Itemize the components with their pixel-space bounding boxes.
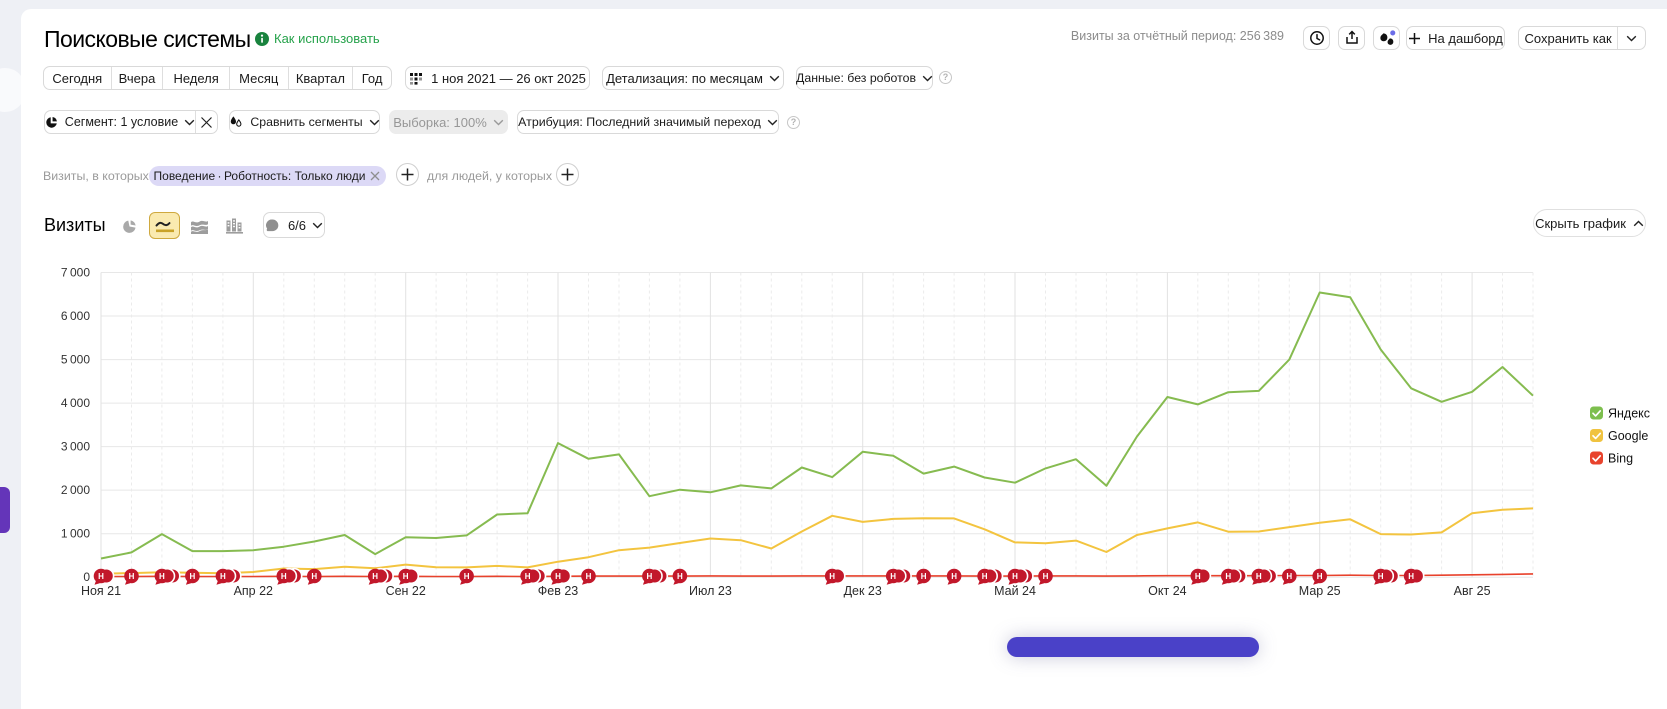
svg-text:Сен 22: Сен 22 xyxy=(386,584,426,598)
svg-text:Н: Н xyxy=(129,572,135,581)
svg-text:Июл 23: Июл 23 xyxy=(689,584,732,598)
svg-text:Авг 25: Авг 25 xyxy=(1454,584,1491,598)
svg-text:Н: Н xyxy=(311,572,317,581)
svg-text:Н: Н xyxy=(647,572,653,581)
svg-text:1 000: 1 000 xyxy=(61,527,90,541)
svg-text:Н: Н xyxy=(586,572,592,581)
svg-text:Н: Н xyxy=(829,572,835,581)
svg-text:3 000: 3 000 xyxy=(61,440,90,454)
svg-text:Н: Н xyxy=(1043,572,1049,581)
svg-text:Окт 24: Окт 24 xyxy=(1148,584,1186,598)
svg-text:Bing: Bing xyxy=(1608,452,1633,466)
svg-text:Google: Google xyxy=(1608,429,1648,443)
svg-text:2 000: 2 000 xyxy=(61,483,90,497)
svg-text:Май 24: Май 24 xyxy=(994,584,1036,598)
svg-text:Н: Н xyxy=(403,572,409,581)
svg-text:Н: Н xyxy=(98,572,104,581)
svg-text:Н: Н xyxy=(1012,572,1018,581)
svg-text:Апр 22: Апр 22 xyxy=(234,584,273,598)
svg-text:Яндекс: Яндекс xyxy=(1608,407,1650,421)
svg-text:7 000: 7 000 xyxy=(61,266,90,280)
svg-text:6 000: 6 000 xyxy=(61,309,90,323)
svg-text:Н: Н xyxy=(1225,572,1231,581)
svg-text:5 000: 5 000 xyxy=(61,353,90,367)
svg-text:Н: Н xyxy=(190,572,196,581)
svg-text:Ноя 21: Ноя 21 xyxy=(81,584,121,598)
svg-text:Н: Н xyxy=(1408,572,1414,581)
svg-text:Н: Н xyxy=(951,572,957,581)
svg-text:Н: Н xyxy=(890,572,896,581)
svg-text:Н: Н xyxy=(372,572,378,581)
svg-text:Мар 25: Мар 25 xyxy=(1299,584,1341,598)
svg-text:Фев 23: Фев 23 xyxy=(538,584,579,598)
svg-text:Н: Н xyxy=(1317,572,1323,581)
svg-text:Н: Н xyxy=(525,572,531,581)
svg-text:4 000: 4 000 xyxy=(61,396,90,410)
svg-text:Н: Н xyxy=(555,572,561,581)
svg-text:Н: Н xyxy=(1286,572,1292,581)
svg-text:Н: Н xyxy=(159,572,165,581)
svg-text:Н: Н xyxy=(464,572,470,581)
svg-text:Н: Н xyxy=(220,572,226,581)
svg-text:Н: Н xyxy=(1378,572,1384,581)
svg-text:Н: Н xyxy=(921,572,927,581)
svg-text:Н: Н xyxy=(281,572,287,581)
svg-text:Н: Н xyxy=(982,572,988,581)
svg-text:Дек 23: Дек 23 xyxy=(844,584,882,598)
svg-text:Н: Н xyxy=(677,572,683,581)
svg-text:Н: Н xyxy=(1256,572,1262,581)
svg-text:Н: Н xyxy=(1195,572,1201,581)
svg-text:0: 0 xyxy=(83,570,90,584)
